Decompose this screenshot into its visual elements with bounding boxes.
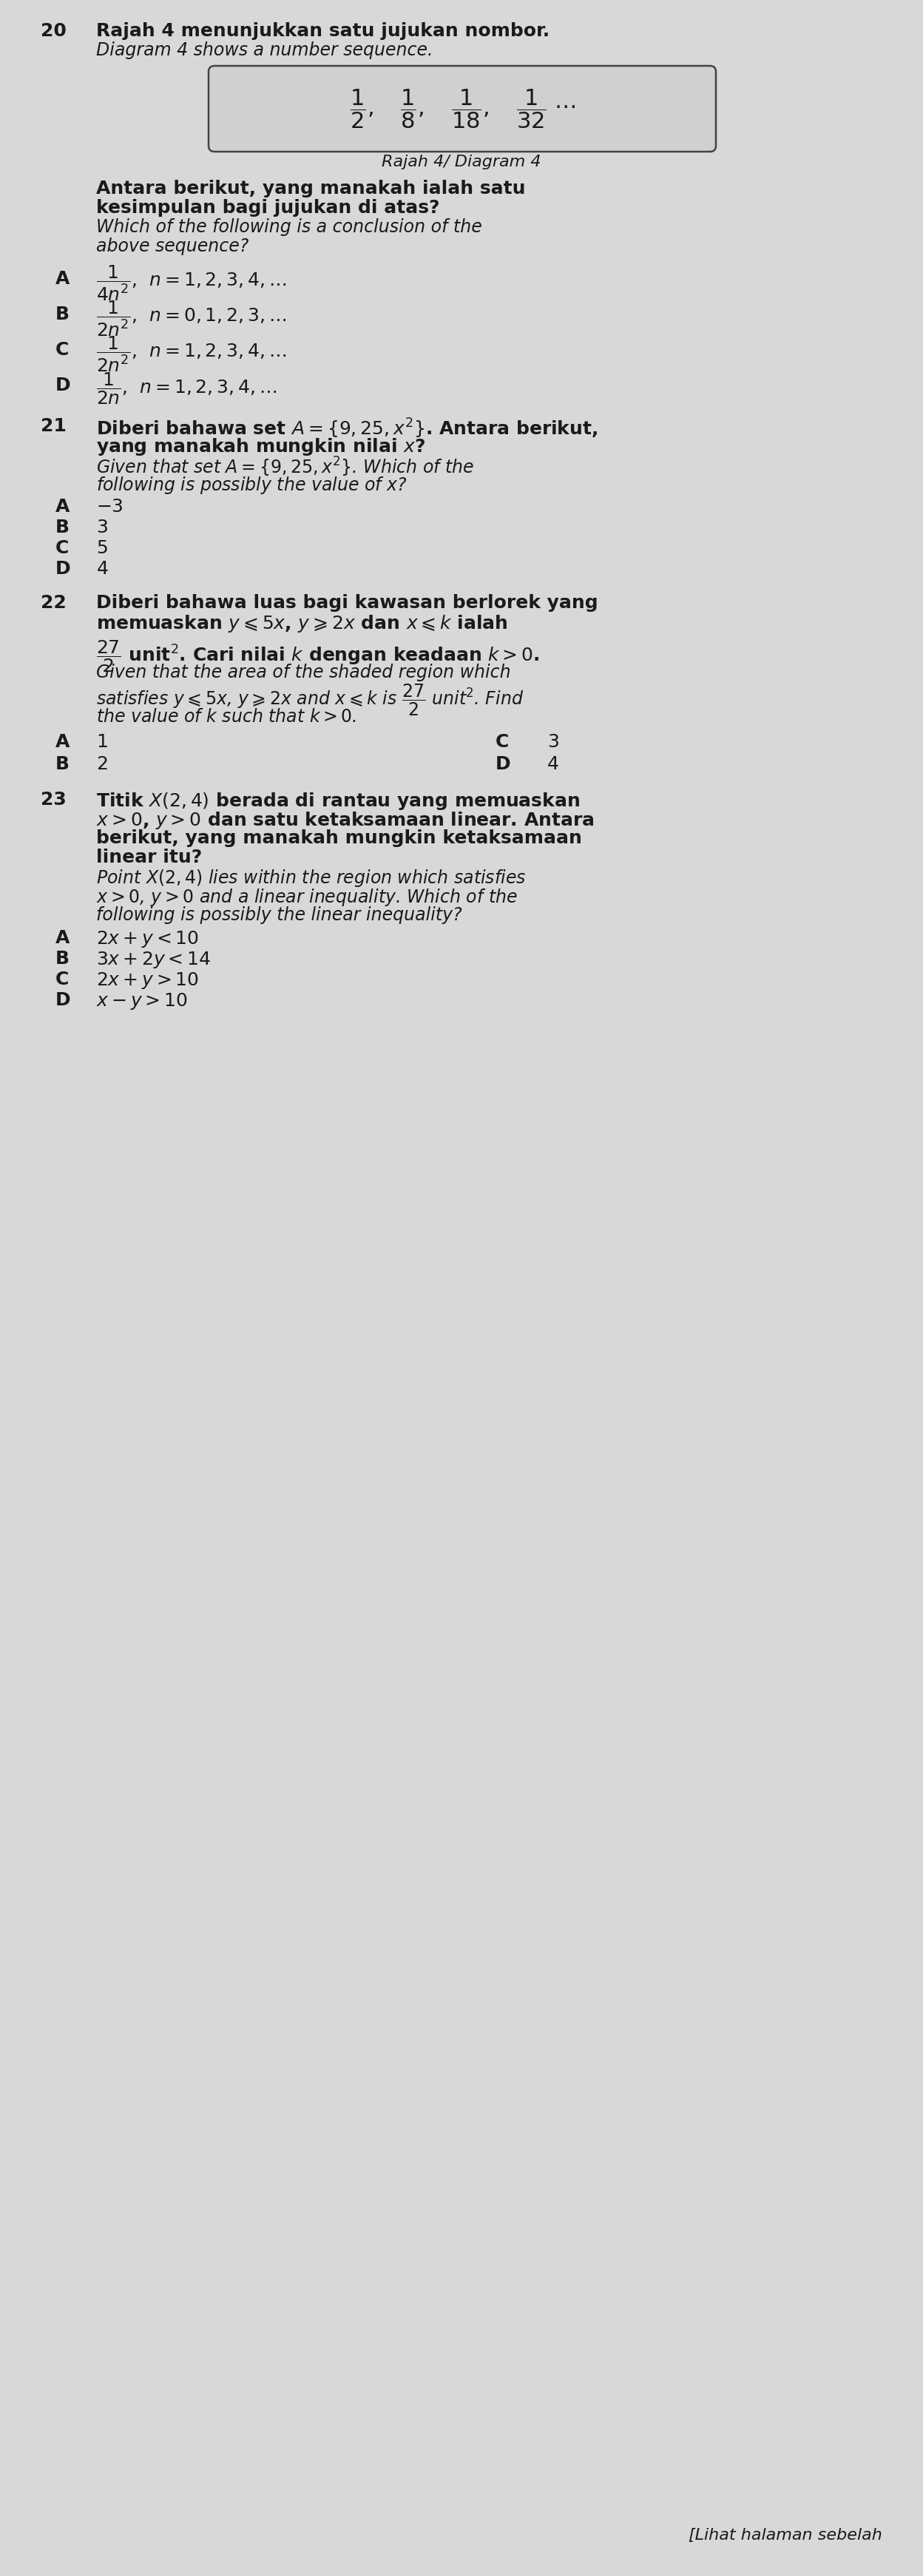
Text: Rajah 4 menunjukkan satu jujukan nombor.: Rajah 4 menunjukkan satu jujukan nombor. — [96, 23, 549, 41]
Text: $\dfrac{1}{2n^{2}}$,  $n = 1, 2, 3, 4, \ldots$: $\dfrac{1}{2n^{2}}$, $n = 1, 2, 3, 4, \l… — [96, 335, 286, 374]
Text: $3$: $3$ — [96, 518, 108, 536]
Text: $5$: $5$ — [96, 538, 108, 556]
Text: $\dfrac{1}{2n^{2}}$,  $n = 0, 1, 2, 3, \ldots$: $\dfrac{1}{2n^{2}}$, $n = 0, 1, 2, 3, \l… — [96, 299, 286, 337]
Text: 22: 22 — [41, 595, 66, 613]
Text: B: B — [55, 755, 69, 773]
Text: $x - y > 10$: $x - y > 10$ — [96, 992, 187, 1012]
Text: the value of $k$ such that $k > 0$.: the value of $k$ such that $k > 0$. — [96, 708, 356, 726]
Text: C: C — [55, 538, 69, 556]
Text: 20: 20 — [41, 23, 66, 41]
Text: $\dfrac{1}{2n}$,  $n = 1, 2, 3, 4, \ldots$: $\dfrac{1}{2n}$, $n = 1, 2, 3, 4, \ldots… — [96, 371, 277, 407]
Text: 21: 21 — [41, 417, 66, 435]
Text: $4$: $4$ — [96, 559, 108, 577]
Text: A: A — [55, 497, 70, 515]
Text: Diberi bahawa set $A = \{9, 25, x^{2}\}$. Antara berikut,: Diberi bahawa set $A = \{9, 25, x^{2}\}$… — [96, 417, 598, 440]
Text: Diagram 4 shows a number sequence.: Diagram 4 shows a number sequence. — [96, 41, 433, 59]
Text: 3: 3 — [547, 734, 559, 750]
Text: memuaskan $y \leqslant 5x$, $y \geqslant 2x$ dan $x \leqslant k$ ialah: memuaskan $y \leqslant 5x$, $y \geqslant… — [96, 613, 508, 634]
Text: B: B — [55, 307, 69, 325]
Text: D: D — [496, 755, 510, 773]
Text: 1: 1 — [96, 734, 108, 750]
Text: Given that the area of the shaded region which: Given that the area of the shaded region… — [96, 665, 510, 683]
Text: Which of the following is a conclusion of the: Which of the following is a conclusion o… — [96, 219, 482, 237]
Text: D: D — [55, 376, 71, 394]
Text: $\dfrac{1}{4n^{2}}$,  $n = 1, 2, 3, 4, \ldots$: $\dfrac{1}{4n^{2}}$, $n = 1, 2, 3, 4, \l… — [96, 265, 286, 304]
Text: berikut, yang manakah mungkin ketaksamaan: berikut, yang manakah mungkin ketaksamaa… — [96, 829, 582, 848]
Text: 23: 23 — [41, 791, 66, 809]
Text: $2x + y > 10$: $2x + y > 10$ — [96, 971, 199, 992]
Text: $-3$: $-3$ — [96, 497, 124, 515]
Text: Given that set $A = \{9, 25, x^{2}\}$. Which of the: Given that set $A = \{9, 25, x^{2}\}$. W… — [96, 456, 474, 479]
Text: yang manakah mungkin nilai $x$?: yang manakah mungkin nilai $x$? — [96, 435, 426, 456]
Text: above sequence?: above sequence? — [96, 237, 248, 255]
Text: linear itu?: linear itu? — [96, 848, 202, 866]
Text: 2: 2 — [96, 755, 108, 773]
Text: C: C — [55, 971, 69, 989]
Text: A: A — [55, 270, 70, 289]
Text: $\dfrac{1}{2},\quad\dfrac{1}{8},\quad\dfrac{1}{18},\quad\dfrac{1}{32}\;\cdots$: $\dfrac{1}{2},\quad\dfrac{1}{8},\quad\df… — [350, 88, 575, 129]
Text: C: C — [55, 340, 69, 358]
Text: following is possibly the value of $x$?: following is possibly the value of $x$? — [96, 474, 407, 495]
Text: Diberi bahawa luas bagi kawasan berlorek yang: Diberi bahawa luas bagi kawasan berlorek… — [96, 595, 598, 613]
Text: Antara berikut, yang manakah ialah satu: Antara berikut, yang manakah ialah satu — [96, 180, 525, 198]
Text: $\dfrac{27}{2}$ unit$^{2}$. Cari nilai $k$ dengan keadaan $k > 0$.: $\dfrac{27}{2}$ unit$^{2}$. Cari nilai $… — [96, 639, 540, 675]
Text: $x > 0$, $y > 0$ and a linear inequality. Which of the: $x > 0$, $y > 0$ and a linear inequality… — [96, 886, 518, 907]
Text: D: D — [55, 559, 71, 577]
FancyBboxPatch shape — [209, 67, 716, 152]
Text: A: A — [55, 734, 70, 750]
Text: D: D — [55, 992, 71, 1010]
Text: kesimpulan bagi jujukan di atas?: kesimpulan bagi jujukan di atas? — [96, 198, 439, 216]
Text: Titik $X(2, 4)$ berada di rantau yang memuaskan: Titik $X(2, 4)$ berada di rantau yang me… — [96, 791, 580, 811]
Text: satisfies $y \leqslant 5x$, $y \geqslant 2x$ and $x \leqslant k$ is $\dfrac{27}{: satisfies $y \leqslant 5x$, $y \geqslant… — [96, 683, 523, 719]
Text: following is possibly the linear inequality?: following is possibly the linear inequal… — [96, 907, 462, 925]
Text: $x > 0$, $y > 0$ dan satu ketaksamaan linear. Antara: $x > 0$, $y > 0$ dan satu ketaksamaan li… — [96, 809, 594, 832]
Text: B: B — [55, 518, 69, 536]
Text: $3x + 2y < 14$: $3x + 2y < 14$ — [96, 951, 211, 971]
Text: C: C — [496, 734, 509, 750]
Text: Point $X(2, 4)$ lies within the region which satisfies: Point $X(2, 4)$ lies within the region w… — [96, 868, 526, 889]
Text: [Lihat halaman sebelah: [Lihat halaman sebelah — [689, 2527, 882, 2543]
Text: A: A — [55, 930, 70, 948]
Text: Rajah 4/ Diagram 4: Rajah 4/ Diagram 4 — [382, 155, 541, 170]
Text: $2x + y < 10$: $2x + y < 10$ — [96, 930, 199, 948]
Text: 4: 4 — [547, 755, 559, 773]
Text: B: B — [55, 951, 69, 969]
